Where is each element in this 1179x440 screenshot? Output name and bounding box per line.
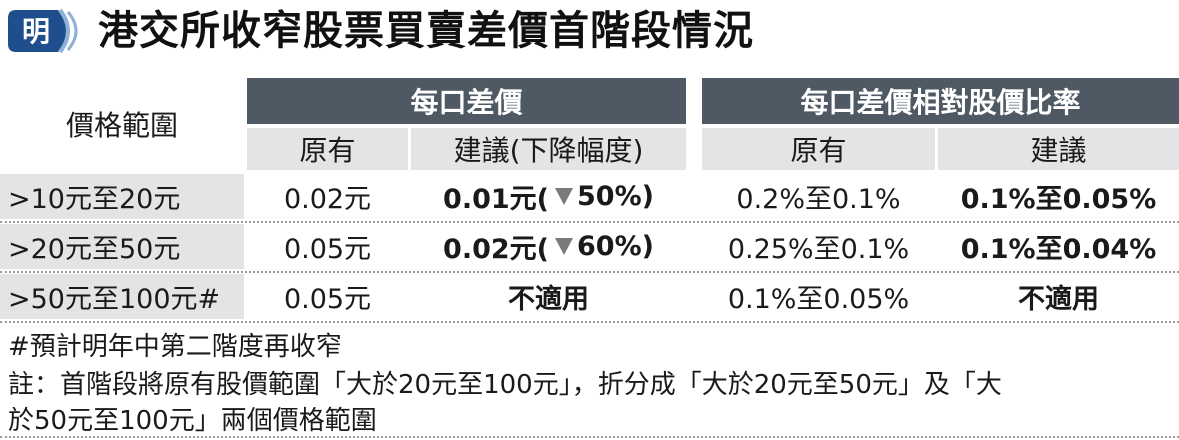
spread-proposed-cell: 0.01元( 50%): [411, 174, 686, 219]
subheader-spread-proposed: 建議(下降幅度): [411, 128, 686, 170]
ratio-proposed-cell: 不適用: [1018, 284, 1099, 315]
spread-decline-pct: 60%): [577, 231, 654, 262]
bottom-divider: [0, 436, 1179, 438]
decline-arrow-icon: [555, 238, 573, 255]
row-divider: [0, 221, 1179, 223]
ming-pao-logo: 明: [8, 8, 78, 54]
spread-original-cell: 0.05元: [283, 234, 372, 265]
group-header-ratio: 每口差價相對股價比率: [702, 78, 1179, 124]
ratio-original-cell: 0.2%至0.1%: [736, 184, 901, 215]
footnote: #預計明年中第二階度再收窄: [8, 332, 342, 362]
svg-text:明: 明: [22, 15, 50, 48]
decline-arrow-icon: [555, 188, 573, 205]
ratio-proposed-cell: 0.1%至0.05%: [960, 184, 1157, 215]
row-label: >50元至100元#: [0, 274, 244, 319]
subheader-spread-original: 原有: [247, 128, 408, 170]
ratio-original-cell: 0.25%至0.1%: [727, 234, 910, 265]
spread-proposed-value: 0.02元(: [443, 234, 549, 265]
subheader-ratio-proposed: 建議: [938, 128, 1179, 170]
row-label: >10元至20元: [0, 174, 244, 219]
ratio-original-cell: 0.1%至0.05%: [727, 284, 910, 315]
row-divider: [0, 321, 1179, 323]
ratio-proposed-cell: 0.1%至0.04%: [960, 234, 1157, 265]
page-title: 港交所收窄股票買賣差價首階段情況: [98, 8, 754, 54]
group-header-spread: 每口差價: [247, 78, 686, 124]
spread-decline-pct: 50%): [577, 181, 654, 212]
spread-original-cell: 0.02元: [283, 184, 372, 215]
spread-proposed-cell: 0.02元( 60%): [411, 224, 686, 269]
spread-proposed-cell: 不適用: [508, 284, 589, 315]
row-divider: [0, 271, 1179, 273]
header: 明 港交所收窄股票買賣差價首階段情況: [0, 0, 1179, 62]
note-line: 於50元至100元」兩個價格範圍: [8, 406, 377, 436]
spread-proposed-value: 0.01元(: [443, 184, 549, 215]
subheader-ratio-original: 原有: [702, 128, 935, 170]
row-label: >20元至50元: [0, 224, 244, 269]
spread-original-cell: 0.05元: [283, 284, 372, 315]
price-range-header: 價格範圍: [65, 109, 178, 142]
note-line: 註：首階段將原有股價範圍「大於20元至100元」，折分成「大於20元至50元」及…: [8, 370, 1002, 400]
